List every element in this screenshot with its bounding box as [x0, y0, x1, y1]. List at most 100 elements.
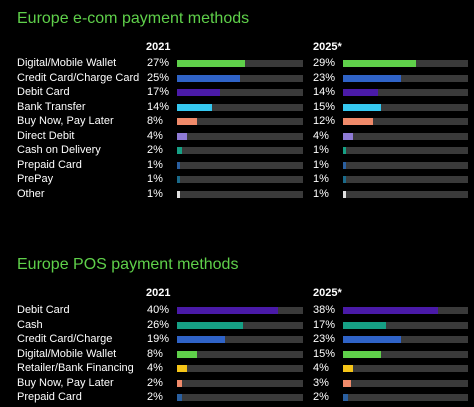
- bar: [177, 161, 180, 169]
- value-label: 4%: [313, 129, 329, 142]
- bar: [177, 74, 240, 82]
- bar: [177, 89, 220, 96]
- row-label: Prepaid Card: [17, 391, 82, 403]
- value-label: 15%: [313, 347, 336, 360]
- bar-track: [343, 336, 468, 343]
- bar-track: [343, 118, 468, 125]
- value-label: 4%: [147, 129, 163, 142]
- value-label: 14%: [147, 100, 170, 113]
- row-label: Buy Now, Pay Later: [17, 376, 114, 389]
- bar-track: [177, 350, 303, 358]
- value-label: 3%: [313, 376, 329, 389]
- bar: [343, 307, 438, 314]
- value-label: 17%: [147, 86, 170, 98]
- row-label: Prepaid Card: [17, 158, 82, 171]
- bar: [343, 161, 346, 169]
- bar-track: [177, 365, 303, 372]
- bar: [343, 74, 401, 82]
- bar-track: [177, 132, 303, 140]
- value-label: 8%: [147, 115, 163, 127]
- bar-track: [343, 103, 468, 111]
- value-label: 23%: [313, 333, 336, 345]
- bar: [343, 350, 381, 358]
- row-label: Retailer/Bank Financing: [17, 362, 134, 374]
- value-label: 1%: [313, 158, 329, 171]
- bar: [343, 321, 386, 329]
- bar: [177, 132, 188, 140]
- value-label: 14%: [313, 86, 336, 98]
- year-header: 2021: [146, 41, 171, 53]
- bar: [177, 307, 278, 314]
- bar-track: [343, 60, 468, 67]
- value-label: 2%: [147, 144, 163, 156]
- value-label: 17%: [313, 318, 336, 331]
- bar-track: [177, 336, 303, 343]
- value-label: 12%: [313, 115, 336, 127]
- row-label: Debit Card: [17, 304, 70, 316]
- row-label: Digital/Mobile Wallet: [17, 57, 117, 69]
- bar: [177, 365, 188, 372]
- chart-title: Europe e-com payment methods: [17, 10, 250, 27]
- value-label: 1%: [147, 173, 163, 185]
- value-label: 1%: [313, 187, 329, 200]
- bar: [177, 60, 246, 67]
- bar: [177, 394, 183, 401]
- value-label: 8%: [147, 347, 163, 360]
- bar: [343, 379, 351, 387]
- value-label: 1%: [147, 158, 163, 171]
- bar: [343, 118, 373, 125]
- bar: [343, 103, 381, 111]
- bar-track: [177, 321, 303, 329]
- row-label: Debit Card: [17, 86, 70, 98]
- value-label: 38%: [313, 304, 336, 316]
- value-label: 1%: [147, 187, 163, 200]
- row-label: Other: [17, 187, 45, 200]
- bar: [343, 190, 346, 198]
- bar-track: [177, 74, 303, 82]
- bar-track: [343, 147, 468, 154]
- bar: [343, 336, 401, 343]
- bar-track: [177, 176, 303, 183]
- bar-track: [177, 60, 303, 67]
- bar: [343, 132, 353, 140]
- bar-track: [177, 89, 303, 96]
- bar-track: [343, 132, 468, 140]
- bar-track: [343, 307, 468, 314]
- value-label: 19%: [147, 333, 170, 345]
- bar-track: [177, 307, 303, 314]
- row-label: Cash on Delivery: [17, 144, 101, 156]
- value-label: 29%: [313, 57, 336, 69]
- value-label: 2%: [313, 391, 329, 403]
- bar: [177, 350, 198, 358]
- row-label: PrePay: [17, 173, 54, 185]
- row-label: Digital/Mobile Wallet: [17, 347, 117, 360]
- bar: [177, 321, 243, 329]
- bar: [343, 176, 346, 183]
- bar-track: [343, 161, 468, 169]
- value-label: 4%: [147, 362, 163, 374]
- value-label: 2%: [147, 376, 163, 389]
- bar: [343, 147, 346, 154]
- bar: [343, 394, 348, 401]
- bar-track: [343, 394, 468, 401]
- bar-track: [343, 190, 468, 198]
- value-label: 15%: [313, 100, 336, 113]
- bar: [343, 60, 416, 67]
- bar-track: [343, 350, 468, 358]
- bar: [177, 336, 225, 343]
- value-label: 1%: [313, 173, 329, 185]
- value-label: 23%: [313, 71, 336, 84]
- value-label: 26%: [147, 318, 170, 331]
- value-label: 2%: [147, 391, 163, 403]
- bar-track: [343, 74, 468, 82]
- bar-track: [343, 379, 468, 387]
- bar-track: [177, 103, 303, 111]
- bar-track: [343, 365, 468, 372]
- chart-title: Europe POS payment methods: [17, 256, 239, 273]
- year-header: 2025*: [313, 287, 342, 299]
- year-header: 2021: [146, 287, 171, 299]
- bar-track: [343, 89, 468, 96]
- row-label: Direct Debit: [17, 129, 75, 142]
- row-label: Buy Now, Pay Later: [17, 115, 114, 127]
- value-label: 25%: [147, 71, 170, 84]
